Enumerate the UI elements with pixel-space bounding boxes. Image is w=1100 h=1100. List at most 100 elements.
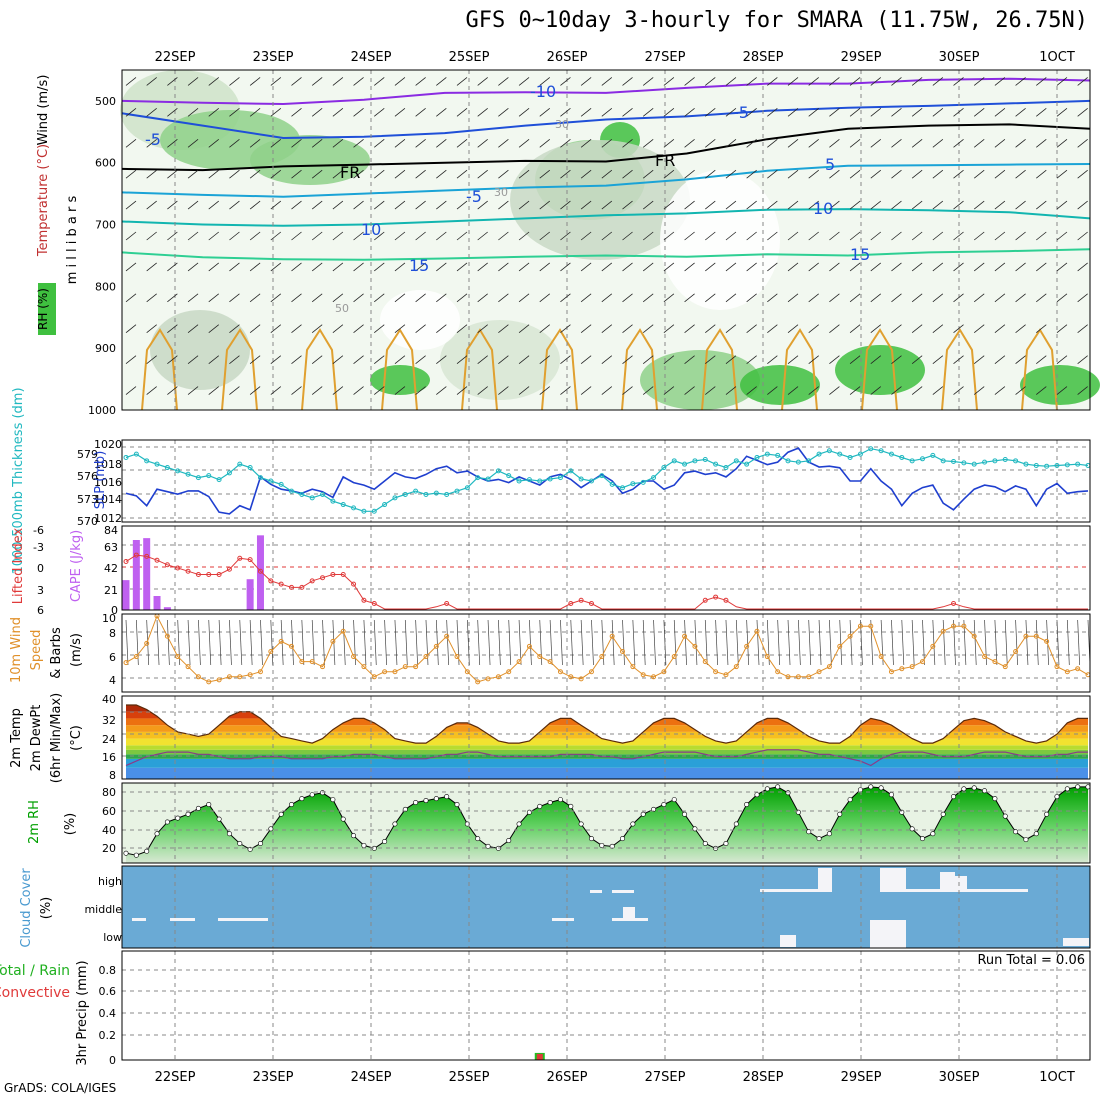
wind-barb — [374, 386, 385, 395]
li-point — [320, 575, 326, 581]
wind-barb — [829, 138, 840, 148]
top-date-label: 27SEP — [645, 50, 686, 65]
wind-barb — [767, 77, 778, 86]
wind-barb — [187, 262, 199, 272]
temp-band — [126, 745, 1088, 750]
wind-barb — [725, 386, 737, 395]
wind-barb — [208, 262, 220, 272]
wind-barb — [560, 200, 571, 210]
bottom-date-label: 28SEP — [743, 1070, 784, 1085]
thickness-point — [216, 477, 222, 483]
wind-barb — [849, 169, 861, 179]
wind-speed-point — [413, 664, 419, 670]
wind-barb — [311, 355, 323, 364]
y-tick-label: 63 — [104, 541, 118, 554]
wind-barb — [167, 262, 178, 272]
rh-point — [588, 836, 594, 842]
wind-barb — [539, 138, 551, 148]
wind-barb — [208, 169, 220, 179]
wind-speed-point — [557, 669, 563, 675]
wind-speed-point — [1033, 633, 1039, 639]
wind-barb — [436, 138, 447, 148]
wind-barb — [932, 293, 944, 303]
wind-barb — [1056, 169, 1068, 179]
wind-barb — [374, 138, 385, 148]
surface-wind-barb — [363, 619, 367, 666]
wind-barb — [601, 138, 613, 148]
wind-barb — [311, 169, 323, 179]
y-tick-label: 40 — [102, 693, 116, 706]
contour-label: 10 — [813, 199, 833, 218]
rh-point — [392, 821, 398, 827]
y-tick-label: 570 — [77, 515, 98, 528]
wind-speed-point — [992, 659, 998, 665]
wind-speed-point — [919, 659, 925, 665]
thickness-point — [951, 458, 957, 464]
wind-barb — [663, 77, 675, 86]
rh-point — [289, 801, 295, 807]
rh-point — [144, 848, 150, 854]
low-level-temp-contour — [621, 328, 658, 411]
wind-speed-point — [299, 659, 305, 665]
wind-barb — [415, 324, 426, 334]
wind-barb — [1056, 293, 1068, 303]
y-tick-label: 573 — [77, 493, 98, 506]
rh-point — [930, 831, 936, 837]
wind-barb — [270, 386, 282, 395]
wind-barb — [1036, 77, 1047, 86]
surface-wind-barb — [446, 619, 450, 666]
wind-barb — [953, 77, 964, 86]
surface-wind-barb — [239, 619, 243, 666]
li-point — [702, 597, 708, 603]
wind-barb — [829, 231, 840, 241]
rh-point — [444, 794, 450, 800]
wind-speed-point — [671, 654, 677, 660]
bottom-date-label: 25SEP — [449, 1070, 490, 1085]
wind-barb — [911, 262, 923, 272]
thickness-point — [537, 478, 543, 484]
wind-speed-point — [206, 679, 212, 685]
wind-barb — [1077, 77, 1088, 86]
thickness-point — [899, 454, 905, 460]
wind-barb — [518, 386, 530, 395]
cloud-fragment — [955, 876, 967, 890]
thickness-point — [1044, 463, 1050, 469]
y-tick-label: 24 — [102, 733, 116, 746]
wind-barb — [208, 386, 220, 395]
wind-barb — [311, 138, 323, 148]
li-point — [444, 601, 450, 607]
surface-wind-barb — [632, 619, 636, 666]
wind-barb — [374, 262, 385, 272]
wind-barb — [270, 324, 282, 334]
wind-speed-point — [764, 654, 770, 660]
wind-barb — [1077, 355, 1088, 364]
rh-point — [123, 850, 129, 856]
wind-barb — [498, 386, 509, 395]
wind-barb — [167, 108, 178, 117]
wind-barb — [663, 200, 675, 210]
wind-barb — [539, 324, 551, 334]
wind-barb — [849, 77, 861, 86]
wind-speed-point — [268, 648, 274, 654]
surface-wind-barb — [942, 619, 946, 666]
wind-barb — [394, 262, 406, 272]
thickness-point — [371, 508, 377, 514]
low-level-temp-contour — [861, 328, 898, 411]
bottom-date-label: 26SEP — [547, 1070, 588, 1085]
y-tick-label: 42 — [104, 562, 118, 575]
wind-speed-point — [123, 660, 129, 666]
surface-wind-barb — [932, 619, 936, 666]
rh-shading — [510, 140, 690, 260]
wind-speed-point — [713, 669, 719, 675]
wind-barb — [601, 262, 613, 272]
chart-title: GFS 0~10day 3-hourly for SMARA (11.75W, … — [465, 8, 1088, 33]
thickness-point — [402, 491, 408, 497]
wind-barb — [394, 200, 406, 210]
wind-speed-point — [733, 664, 739, 670]
wind-barb — [1056, 200, 1068, 210]
thickness-point — [278, 481, 284, 487]
wind-speed-point — [175, 654, 181, 660]
wind-frame — [121, 613, 1091, 693]
y-tick-label: 1014 — [94, 493, 122, 506]
thickness-point — [320, 491, 326, 497]
